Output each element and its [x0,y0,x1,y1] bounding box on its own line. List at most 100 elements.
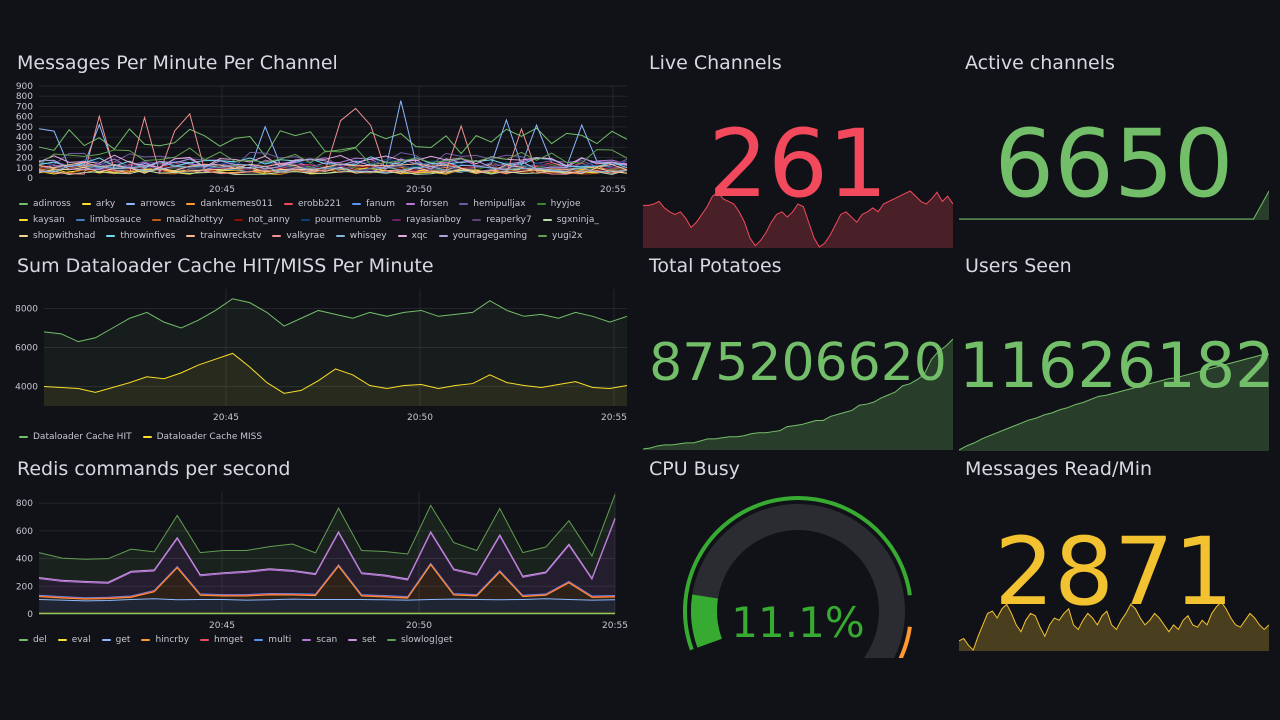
legend-swatch [348,639,358,641]
legend-item[interactable]: Dataloader Cache MISS [142,429,262,445]
series-area [39,598,615,614]
legend-item[interactable]: hyyjoe [536,196,581,212]
legend-label: not_anny [248,215,290,225]
legend-label: hmget [214,635,244,645]
legend-item[interactable]: rayasianboy [392,212,461,228]
legend-swatch [186,235,196,237]
legend-item[interactable]: trainwreckstv [186,228,261,244]
series-line [38,147,628,166]
legend-swatch [19,203,28,205]
series-line [38,127,628,157]
x-tick-label: 20:50 [407,413,433,423]
legend-label: set [362,635,376,645]
legend-item[interactable]: slowlog|get [386,632,453,648]
legend-item[interactable]: arky [81,196,115,212]
y-tick-label: 700 [16,102,33,112]
x-tick-label: 20:50 [406,185,432,195]
live-channels-value: 261 [708,110,888,219]
active-channels-sparkline [959,190,1269,220]
legend-item[interactable]: yugi2x [538,228,582,244]
y-tick-label: 200 [16,582,33,592]
legend-item[interactable]: sgxninja_ [542,212,599,228]
legend-label: fanum [366,199,395,209]
legend-item[interactable]: arrowcs [126,196,175,212]
live-channels-sparkline [643,190,953,248]
series-line [43,298,628,343]
legend-label: forsen [419,199,449,209]
y-tick-label: 0 [27,174,33,184]
legend-item[interactable]: get [101,632,130,648]
series-line [38,518,616,583]
series-line [38,166,628,174]
legend-item[interactable]: not_anny [234,212,290,228]
sparkline-area [643,339,953,450]
legend-label: slowlog|get [400,635,453,645]
x-tick-label: 20:55 [600,185,626,195]
y-tick-label: 800 [16,499,33,509]
legend-swatch [234,219,244,221]
legend-label: madi2hottyy [166,215,224,225]
legend-swatch [283,203,293,205]
legend-item[interactable]: erobb221 [283,196,341,212]
legend-swatch [141,639,151,641]
legend-swatch [142,436,152,438]
panel-title: Messages Per Minute Per Channel [17,52,338,74]
users-seen-value: 11626182 [959,329,1269,402]
legend-label: xqc [411,231,428,241]
legend-item[interactable]: del [19,632,47,648]
series-line [38,107,628,175]
legend-item[interactable]: madi2hottyy [152,212,223,228]
legend-item[interactable]: reaperky7 [472,212,532,228]
legend-item[interactable]: limbosauce [75,212,142,228]
legend-label: dankmemes011 [200,199,273,209]
legend-label: hyyjoe [550,199,581,209]
dataloader-chart: 4000 6000 8000 20:45 20:50 20:55 [15,289,628,423]
legend-swatch [438,235,448,237]
panel-title: Total Potatoes [649,255,782,277]
sparkline-line [643,338,953,450]
legend-item[interactable]: hmget [200,632,243,648]
legend-item[interactable]: shopwithshad [19,228,95,244]
legend-swatch [19,639,28,641]
legend-swatch [19,235,28,237]
legend-item[interactable]: yourragegaming [438,228,528,244]
legend-swatch [152,219,162,221]
legend-item[interactable]: pourmenumbb [300,212,381,228]
legend-swatch [536,203,546,205]
x-tick-label: 20:55 [601,413,627,423]
legend-item[interactable]: throwinfives [106,228,175,244]
legend-label: limbosauce [89,215,142,225]
legend-item[interactable]: hemipulljax [459,196,526,212]
legend-item[interactable]: adinross [19,196,71,212]
legend-item[interactable]: whisqey [335,228,387,244]
legend-item[interactable]: dankmemes011 [186,196,273,212]
series-line [38,169,628,176]
legend-item[interactable]: xqc [397,228,428,244]
messages-read-sparkline [959,601,1269,651]
legend-swatch [335,235,345,237]
users-seen-panel: Users Seen 11626182 [959,255,1269,453]
legend-item[interactable]: fanum [352,196,395,212]
x-tick-label: 20:50 [406,621,432,631]
legend-label: del [33,635,47,645]
legend-item[interactable]: forsen [405,196,449,212]
legend-label: yourragegaming [452,231,528,241]
legend-item[interactable]: kaysan [19,212,65,228]
legend-item[interactable]: eval [57,632,91,648]
legend-label: arrowcs [140,199,176,209]
legend-item[interactable]: Dataloader Cache HIT [19,429,132,445]
legend-label: throwinfives [120,231,176,241]
series-area [39,494,615,583]
legend-label: sgxninja_ [556,215,599,225]
legend-item[interactable]: multi [254,632,291,648]
messages-read-value: 2871 [994,518,1234,627]
legend-item[interactable]: set [348,632,376,648]
legend-item[interactable]: scan [302,632,337,648]
legend-item[interactable]: valkyrae [272,228,325,244]
legend-item[interactable]: hincrby [141,632,189,648]
y-tick-label: 300 [16,143,33,153]
messages-read-panel: Messages Read/Min 2871 [959,458,1269,656]
live-channels-panel: Live Channels 261 [643,52,953,250]
series-area [44,353,627,406]
